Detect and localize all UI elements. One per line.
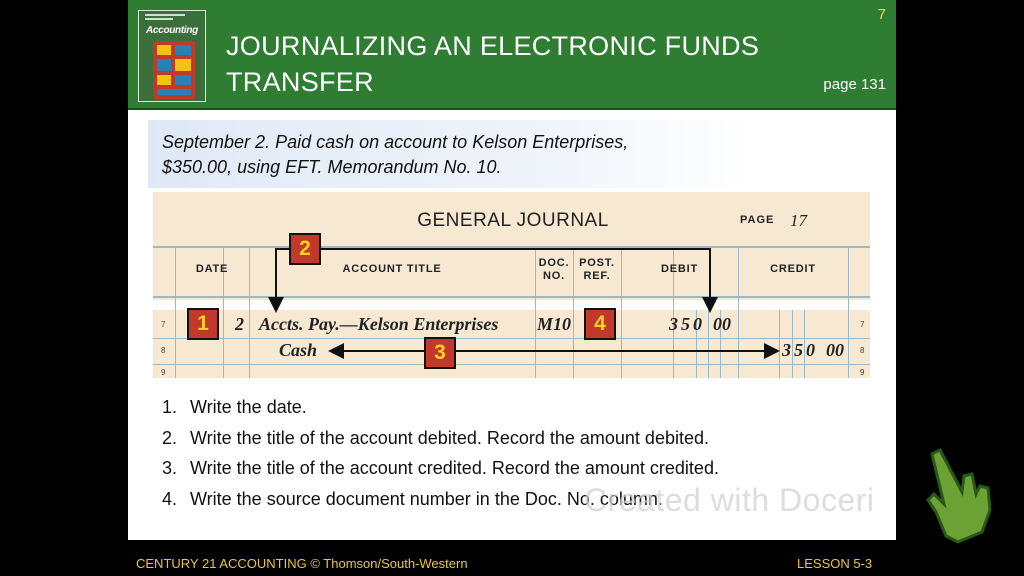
column-header-debit: DEBIT xyxy=(661,263,698,275)
slide-header: Accounting JOURNALIZING AN ELECTRONIC FU… xyxy=(128,0,896,110)
step-item: 1. Write the date. xyxy=(162,397,307,417)
step-item: 3. Write the title of the account credite… xyxy=(162,458,719,478)
arrow-to-debit-amount xyxy=(320,248,718,313)
entry-debit-cents: 00 xyxy=(713,314,731,334)
line-number: 9 xyxy=(860,368,865,377)
arrow-to-account-title xyxy=(268,248,290,313)
line-number: 7 xyxy=(860,320,865,329)
step-item: 4. Write the source document number in th… xyxy=(162,488,663,509)
doceri-watermark: Created with Doceri xyxy=(584,482,875,518)
instruction-steps: 1. Write the date. 2. Write the title of t… xyxy=(162,392,719,514)
entry-credit-amount: 350 xyxy=(782,340,818,360)
entry-credit-cents: 00 xyxy=(826,340,844,360)
column-header-account-title: ACCOUNT TITLE xyxy=(342,263,442,275)
step-badge-1: 1 xyxy=(187,308,219,340)
step-item: 2. Write the title of the account debited… xyxy=(162,427,709,448)
cover-artwork xyxy=(153,41,195,99)
journal-page-number: 17 xyxy=(790,211,807,230)
page-reference: page 131 xyxy=(823,76,886,93)
general-journal: GENERAL JOURNAL PAGE 17 DATE ACCOUNT TIT… xyxy=(153,192,870,378)
step-badge-3: 3 xyxy=(424,337,456,369)
entry-credit-account: Cash xyxy=(279,340,318,360)
line-number: 7 xyxy=(161,320,166,329)
slide-number: 7 xyxy=(877,6,886,23)
column-header-credit: CREDIT xyxy=(770,263,816,275)
step-badge-2: 2 xyxy=(289,233,321,265)
cover-title: Accounting xyxy=(146,25,198,36)
slide-title: JOURNALIZING AN ELECTRONIC FUNDS TRANSFE… xyxy=(226,31,760,97)
journal-page-label: PAGE xyxy=(740,214,775,226)
line-number: 8 xyxy=(860,346,865,355)
doceri-hand-icon xyxy=(926,448,992,544)
transaction-description: September 2. Paid cash on account to Kel… xyxy=(148,120,756,188)
entry-doc-no: M10 xyxy=(537,314,572,334)
column-header-date: DATE xyxy=(195,263,229,275)
textbook-cover-image: Accounting xyxy=(138,10,206,102)
column-header-post-ref: POST. REF. xyxy=(579,257,615,282)
step-badge-4: 4 xyxy=(584,308,616,340)
line-number: 8 xyxy=(161,346,166,355)
slide: Accounting JOURNALIZING AN ELECTRONIC FU… xyxy=(128,0,896,540)
entry-day: 2 xyxy=(235,314,244,334)
journal-title: GENERAL JOURNAL xyxy=(417,210,609,231)
entry-debit-account: Accts. Pay.—Kelson Enterprises xyxy=(259,314,499,334)
footer-lesson: LESSON 5-3 xyxy=(797,556,873,571)
column-header-doc-no: DOC. NO. xyxy=(538,257,570,282)
line-number: 9 xyxy=(161,368,166,377)
footer-copyright: CENTURY 21 ACCOUNTING © Thomson/South-We… xyxy=(136,556,468,571)
entry-debit-amount: 350 xyxy=(669,314,705,334)
